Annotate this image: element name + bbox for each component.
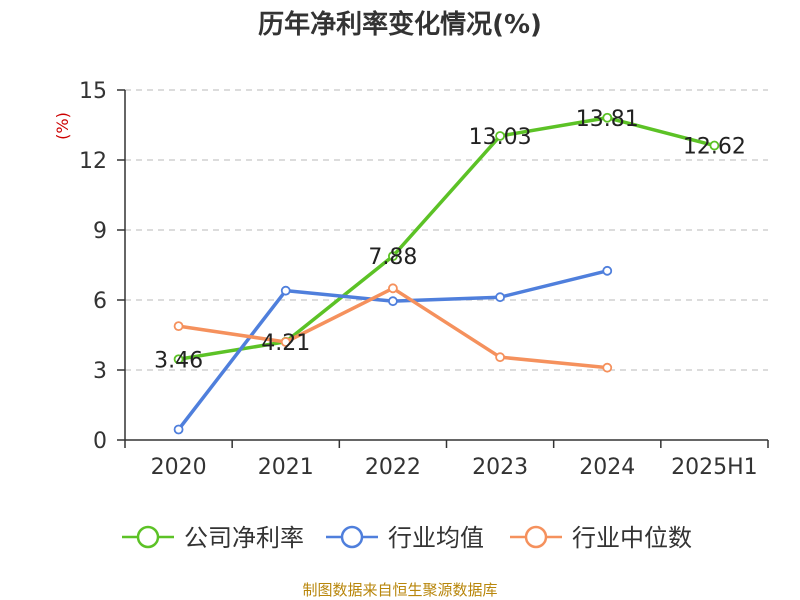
data-label: 13.03 bbox=[469, 125, 532, 150]
data-point bbox=[280, 285, 291, 296]
data-label: 13.81 bbox=[576, 107, 639, 132]
y-tick-label: 0 bbox=[93, 429, 107, 454]
y-tick-label: 12 bbox=[79, 149, 107, 174]
data-point bbox=[388, 283, 398, 294]
data-point bbox=[173, 424, 184, 435]
data-point bbox=[280, 337, 291, 347]
data-point bbox=[602, 112, 613, 123]
data-point bbox=[173, 321, 184, 332]
chart-title: 历年净利率变化情况(%) bbox=[258, 9, 542, 40]
data-point bbox=[173, 354, 184, 365]
data-label: 4.21 bbox=[261, 331, 310, 356]
legend-label: 公司净利率 bbox=[184, 524, 304, 552]
x-tick-label: 2025H1 bbox=[671, 455, 758, 480]
axes: 0 3 6 9 12 15 2020 2021 2022 2023 2024 2025H1 bbox=[79, 79, 769, 480]
data-point bbox=[602, 265, 613, 276]
data-point bbox=[602, 362, 613, 373]
data-point bbox=[709, 140, 720, 151]
y-tick-label: 15 bbox=[79, 79, 107, 104]
grid-lines bbox=[125, 89, 768, 371]
legend-label: 行业均值 bbox=[388, 524, 484, 552]
x-tick-label: 2024 bbox=[579, 455, 635, 480]
data-label: 7.88 bbox=[368, 245, 417, 270]
x-tick-label: 2022 bbox=[365, 455, 421, 480]
data-point bbox=[495, 292, 505, 303]
legend-marker-icon bbox=[524, 525, 548, 549]
data-label: 12.62 bbox=[683, 135, 746, 160]
data-label: 3.46 bbox=[154, 348, 203, 373]
x-tick-label: 2021 bbox=[258, 455, 314, 480]
y-tick-label: 9 bbox=[93, 219, 107, 244]
data-point bbox=[388, 251, 398, 262]
x-tick-label: 2023 bbox=[472, 455, 528, 480]
y-tick-label: 3 bbox=[93, 359, 107, 384]
y-axis-unit-label: (%) bbox=[53, 112, 72, 140]
x-tick-label: 2020 bbox=[151, 455, 207, 480]
data-point bbox=[495, 131, 505, 141]
data-labels: 3.46 4.21 7.88 13.03 13.81 12.62 bbox=[154, 107, 746, 373]
y-tick-label: 6 bbox=[93, 289, 107, 314]
legend-label: 行业中位数 bbox=[572, 524, 692, 552]
data-point bbox=[388, 296, 398, 307]
legend-marker-icon bbox=[136, 525, 160, 549]
source-note: 制图数据来自恒生聚源数据库 bbox=[302, 581, 497, 599]
series-line-0 bbox=[178, 116, 715, 361]
series-layer bbox=[173, 112, 720, 435]
legend: 公司净利率 行业均值 行业中位数 bbox=[122, 524, 692, 552]
legend-marker-icon bbox=[340, 525, 364, 549]
data-point bbox=[495, 352, 505, 363]
